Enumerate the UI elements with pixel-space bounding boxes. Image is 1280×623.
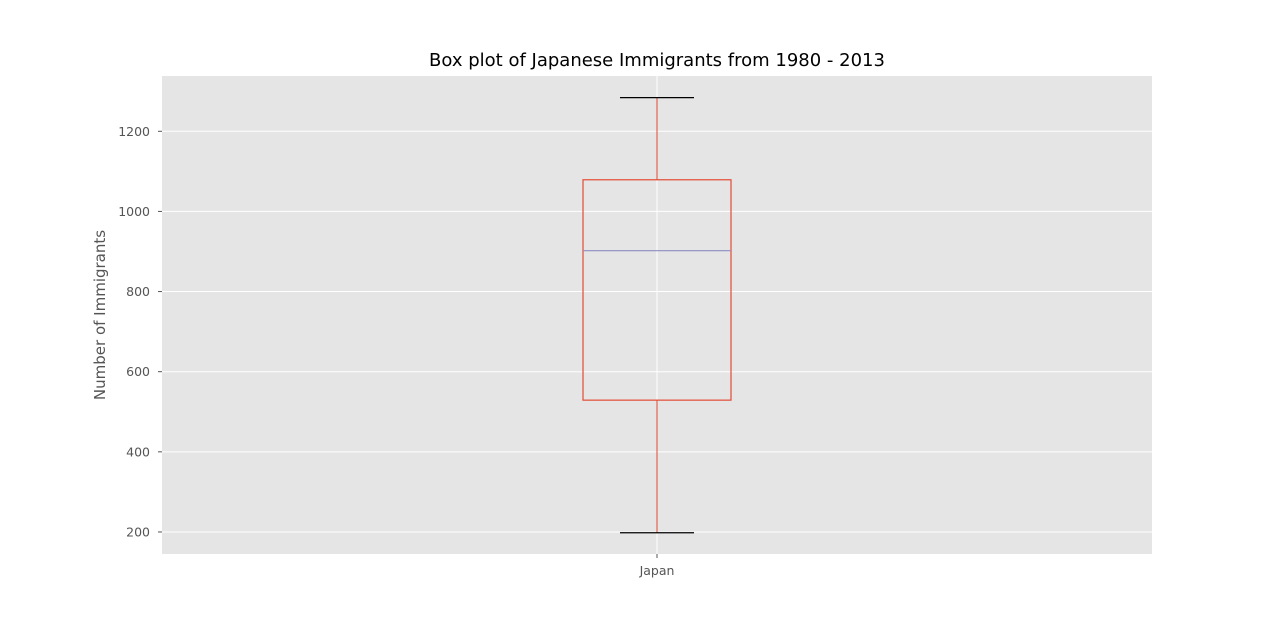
chart-title: Box plot of Japanese Immigrants from 198… xyxy=(429,50,885,71)
y-tick-label: 400 xyxy=(126,444,150,459)
y-tick-label: 1200 xyxy=(118,124,150,139)
tick-layer: 200 400 600 800 1000 1200 Japan xyxy=(118,124,674,578)
box-iqr xyxy=(582,179,732,401)
y-tick-label: 800 xyxy=(126,284,150,299)
y-tick-label: 1000 xyxy=(118,204,150,219)
x-tick-label: Japan xyxy=(639,563,675,578)
y-axis-label: Number of Immigrants xyxy=(91,230,109,400)
y-tick-label: 200 xyxy=(126,524,150,539)
y-tick-label: 600 xyxy=(126,364,150,379)
box-layer xyxy=(582,97,732,534)
